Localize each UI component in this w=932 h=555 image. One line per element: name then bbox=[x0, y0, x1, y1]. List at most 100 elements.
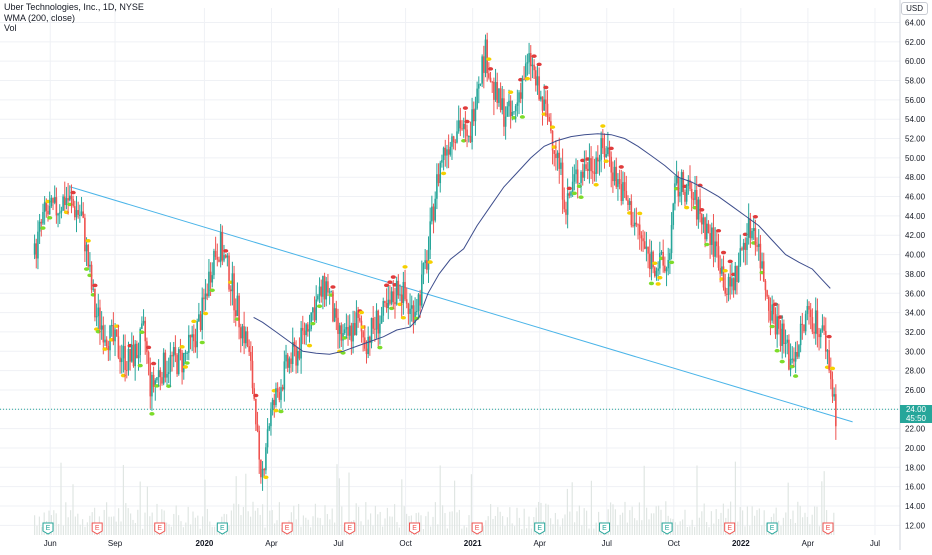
volume-bar bbox=[245, 473, 247, 535]
volume-bar bbox=[82, 519, 84, 535]
candle-body bbox=[407, 303, 410, 314]
y-tick-label: 28.00 bbox=[905, 367, 926, 376]
volume-bar bbox=[626, 522, 628, 535]
candle-body bbox=[253, 388, 255, 399]
trend-line bbox=[70, 186, 853, 423]
volume-bar bbox=[326, 513, 328, 535]
x-tick-label: 2020 bbox=[196, 539, 214, 548]
volume-bar bbox=[149, 516, 151, 535]
candle-body bbox=[757, 243, 760, 247]
x-tick-label: Oct bbox=[399, 539, 412, 548]
candle-body bbox=[729, 276, 732, 287]
candle-body bbox=[238, 295, 240, 328]
candle-body bbox=[516, 102, 519, 106]
legend-volume[interactable]: Vol bbox=[4, 23, 17, 33]
candle-body bbox=[509, 100, 512, 117]
legend-title[interactable]: Uber Technologies, Inc., 1D, NYSE bbox=[4, 2, 144, 12]
candle-body bbox=[655, 270, 658, 277]
volume-bar bbox=[715, 509, 717, 535]
currency-button[interactable]: USD bbox=[901, 2, 928, 15]
candle-body bbox=[80, 211, 83, 215]
candle-body bbox=[362, 331, 364, 338]
y-tick-label: 12.00 bbox=[905, 521, 926, 530]
candle-body bbox=[427, 249, 430, 270]
candle-body bbox=[664, 265, 666, 272]
candle-body bbox=[288, 358, 291, 368]
candle-body bbox=[218, 259, 220, 262]
volume-bar bbox=[806, 516, 808, 535]
candle-body bbox=[171, 355, 173, 357]
candle-body bbox=[412, 305, 415, 323]
volume-bar bbox=[302, 515, 304, 535]
candle-body bbox=[466, 129, 468, 137]
candle-body bbox=[581, 171, 584, 178]
volume-bar bbox=[336, 464, 338, 535]
volume-bar bbox=[482, 526, 484, 535]
candle-body bbox=[95, 316, 98, 318]
signal-marker bbox=[137, 363, 143, 368]
candle-body bbox=[469, 135, 472, 143]
candle-body bbox=[439, 162, 442, 184]
y-tick-label: 32.00 bbox=[905, 328, 926, 337]
candle-body bbox=[147, 352, 150, 364]
volume-bar bbox=[456, 512, 458, 535]
volume-bar bbox=[242, 506, 244, 535]
candle-body bbox=[177, 349, 180, 375]
candle-body bbox=[717, 246, 720, 268]
volume-bar bbox=[194, 517, 196, 535]
y-tick-label: 38.00 bbox=[905, 270, 926, 279]
signal-marker bbox=[531, 54, 537, 58]
candle-body bbox=[642, 238, 644, 242]
volume-bar bbox=[698, 517, 700, 535]
candle-body bbox=[732, 278, 735, 291]
volume-bar bbox=[348, 472, 350, 535]
x-tick-label: Jul bbox=[333, 539, 343, 548]
candle-body bbox=[659, 253, 661, 269]
candle-body bbox=[754, 228, 757, 246]
volume-bar bbox=[420, 515, 422, 535]
candle-body bbox=[806, 306, 809, 314]
volume-bar bbox=[576, 511, 578, 535]
candle-body bbox=[72, 199, 74, 207]
signal-marker bbox=[139, 330, 145, 335]
candle-body bbox=[110, 325, 113, 327]
candle-body bbox=[172, 347, 175, 357]
signal-marker bbox=[549, 125, 556, 129]
candle-body bbox=[182, 352, 185, 373]
volume-bar bbox=[235, 476, 237, 535]
candle-body bbox=[372, 318, 374, 329]
candle-body bbox=[618, 179, 621, 185]
volume-bar bbox=[422, 528, 424, 535]
candle-body bbox=[258, 430, 261, 460]
volume-bar bbox=[730, 501, 732, 535]
candle-body bbox=[409, 308, 411, 314]
volume-bar bbox=[814, 506, 816, 535]
volume-bar bbox=[322, 525, 324, 535]
candle-body bbox=[181, 352, 183, 373]
volume-bar bbox=[77, 513, 79, 535]
volume-bar bbox=[41, 526, 43, 535]
volume-bar bbox=[722, 503, 724, 535]
signal-marker bbox=[648, 281, 655, 286]
volume-bar bbox=[617, 525, 619, 535]
candle-body bbox=[774, 314, 777, 335]
volume-bar bbox=[442, 505, 444, 535]
candle-body bbox=[784, 342, 787, 344]
volume-bar bbox=[785, 512, 787, 535]
legend-indicator[interactable]: WMA (200, close) bbox=[4, 12, 76, 23]
volume-bar bbox=[650, 513, 652, 535]
candle-body bbox=[394, 302, 396, 305]
candle-body bbox=[528, 53, 530, 63]
earnings-marker bbox=[766, 522, 778, 535]
volume-bar bbox=[595, 522, 597, 535]
signal-marker bbox=[699, 207, 705, 212]
candle-body bbox=[479, 83, 482, 85]
candle-body bbox=[404, 282, 406, 300]
candle-body bbox=[246, 331, 249, 347]
candle-body bbox=[47, 210, 49, 215]
volume-bar bbox=[674, 522, 676, 535]
volume-bar bbox=[247, 511, 249, 535]
candle-body bbox=[514, 105, 517, 112]
